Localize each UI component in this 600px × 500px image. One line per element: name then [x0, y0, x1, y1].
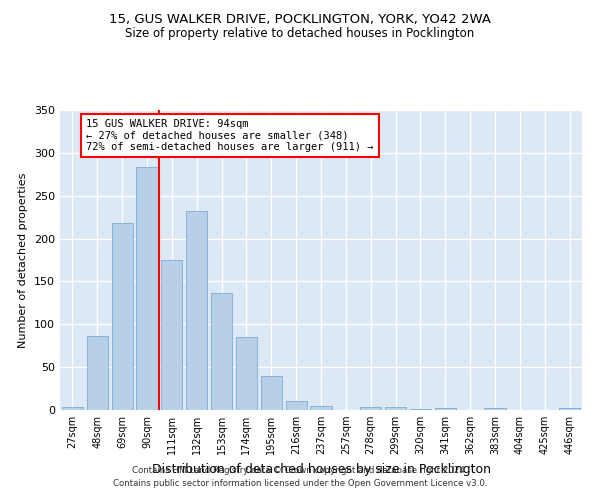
Text: 15 GUS WALKER DRIVE: 94sqm
← 27% of detached houses are smaller (348)
72% of sem: 15 GUS WALKER DRIVE: 94sqm ← 27% of deta… [86, 119, 374, 152]
X-axis label: Distribution of detached houses by size in Pocklington: Distribution of detached houses by size … [151, 462, 491, 475]
Bar [112, 223, 133, 410]
Bar [236, 337, 257, 410]
Bar [161, 260, 182, 410]
Bar [136, 168, 158, 410]
Bar [484, 408, 506, 410]
Text: Contains public sector information licensed under the Open Government Licence v3: Contains public sector information licen… [113, 478, 487, 488]
Bar [435, 408, 456, 410]
Text: 15, GUS WALKER DRIVE, POCKLINGTON, YORK, YO42 2WA: 15, GUS WALKER DRIVE, POCKLINGTON, YORK,… [109, 12, 491, 26]
Bar [261, 376, 282, 410]
Text: Size of property relative to detached houses in Pocklington: Size of property relative to detached ho… [125, 28, 475, 40]
Bar [62, 408, 83, 410]
Bar [410, 409, 431, 410]
Y-axis label: Number of detached properties: Number of detached properties [19, 172, 28, 348]
Bar [211, 292, 232, 410]
Bar [310, 406, 332, 410]
Bar [559, 408, 580, 410]
Bar [87, 336, 108, 410]
Bar [360, 408, 381, 410]
Bar [186, 211, 207, 410]
Text: Contains HM Land Registry data © Crown copyright and database right 2024.: Contains HM Land Registry data © Crown c… [132, 466, 468, 475]
Bar [286, 402, 307, 410]
Bar [385, 408, 406, 410]
